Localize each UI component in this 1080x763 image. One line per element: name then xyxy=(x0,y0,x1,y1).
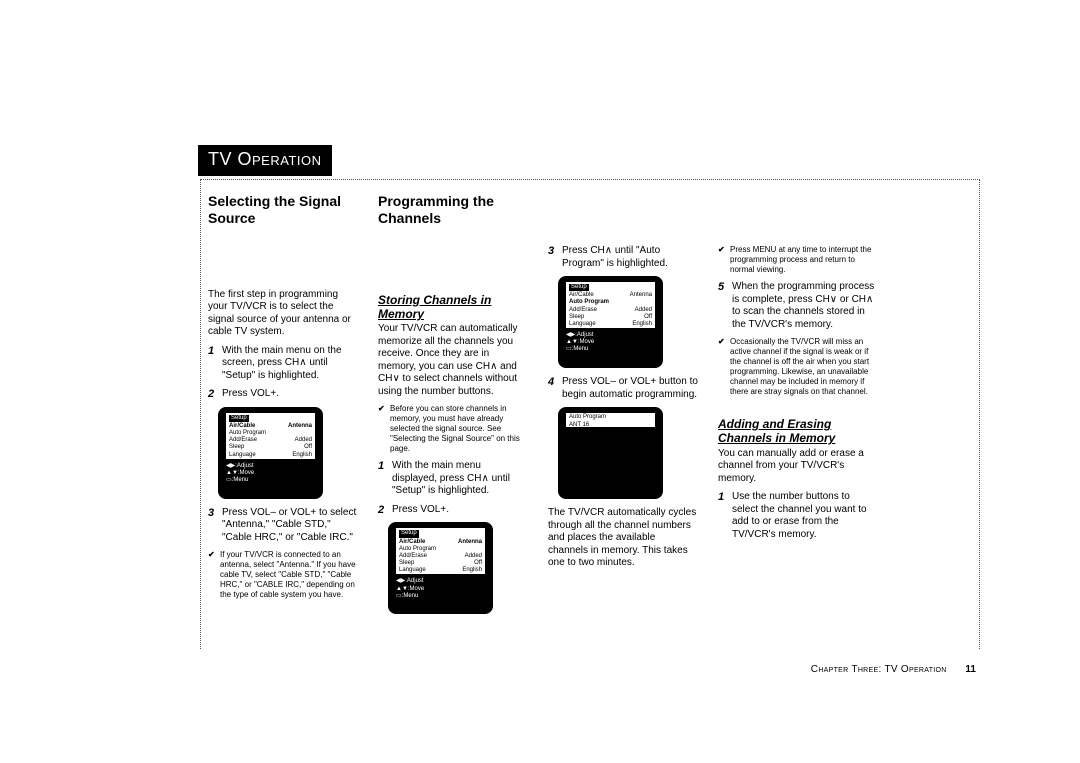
tv-screen-illustration-2: Setup Air/CableAntenna Auto Program Add/… xyxy=(388,522,493,614)
tv-menu: Setup Air/CableAntenna Auto Program Add/… xyxy=(396,528,485,574)
step-1: 1With the main menu on the screen, press… xyxy=(208,345,358,383)
tv-screen-illustration-3: Setup Air/CableAntenna Auto Program Add/… xyxy=(558,276,663,368)
tv-screen-illustration-1: Setup Air/CableAntenna Auto Program Add/… xyxy=(218,407,323,499)
page-number: 11 xyxy=(965,664,976,675)
subheading-adding-erasing: Adding and Erasing Channels in Memory xyxy=(718,417,878,446)
page-footer: Chapter Three: TV Operation 11 xyxy=(811,664,976,675)
subheading-storing: Storing Channels in Memory xyxy=(378,293,528,322)
heading-programming-channels: Programming the Channels xyxy=(378,193,528,227)
step-1: 1With the main menu displayed, press CH∧… xyxy=(378,460,528,498)
note: ✔Before you can store channels in memory… xyxy=(378,404,528,454)
dotted-rule-left xyxy=(200,179,201,649)
step-2: 2Press VOL+. xyxy=(378,504,528,517)
intro-text: You can manually add or erase a channel … xyxy=(718,448,878,486)
intro-text: The first step in programming your TV/VC… xyxy=(208,289,358,339)
tv-controls-hint: ◀▶:Adjust ▲▼:Move ▭:Menu xyxy=(566,332,655,354)
step-number: 3 xyxy=(548,245,554,259)
step-number: 4 xyxy=(548,376,554,390)
section-tab: TV Operation xyxy=(198,145,332,176)
column-3: 3Press CH∧ until "Auto Program" is highl… xyxy=(548,193,698,576)
step-3: 3Press CH∧ until "Auto Program" is highl… xyxy=(548,245,698,270)
step-number: 2 xyxy=(208,388,214,402)
step-2: 2Press VOL+. xyxy=(208,388,358,401)
dotted-rule-top xyxy=(200,179,980,180)
step-number: 5 xyxy=(718,281,724,295)
note: ✔Occasionally the TV/VCR will miss an ac… xyxy=(718,337,878,397)
tv-controls-hint: ◀▶:Adjust ▲▼:Move ▭:Menu xyxy=(396,578,485,600)
tv-menu: Setup Air/CableAntenna Auto Program Add/… xyxy=(566,282,655,328)
step-number: 3 xyxy=(208,507,214,521)
tab-title: TV Operation xyxy=(208,149,322,169)
manual-page: TV Operation Selecting the Signal Source… xyxy=(200,145,980,665)
tv-screen-illustration-4: Auto Program ANT 16 xyxy=(558,407,663,499)
step-number: 1 xyxy=(378,460,384,474)
intro-text: Your TV/VCR can automatically memorize a… xyxy=(378,323,528,398)
note: ✔Press MENU at any time to interrupt the… xyxy=(718,245,878,275)
step-1: 1Use the number buttons to select the ch… xyxy=(718,491,878,541)
step-number: 2 xyxy=(378,504,384,518)
tv-strip: Auto Program ANT 16 xyxy=(566,413,655,427)
check-icon: ✔ xyxy=(378,404,385,414)
column-2: Programming the Channels Storing Channel… xyxy=(378,193,528,622)
outro-text: The TV/VCR automatically cycles through … xyxy=(548,507,698,570)
chapter-label: Chapter Three: TV Operation xyxy=(811,664,947,675)
step-5: 5When the programming process is complet… xyxy=(718,281,878,331)
dotted-rule-right xyxy=(979,179,980,649)
heading-selecting-signal: Selecting the Signal Source xyxy=(208,193,358,227)
step-3: 3Press VOL– or VOL+ to select "Antenna,"… xyxy=(208,507,358,545)
tv-menu: Setup Air/CableAntenna Auto Program Add/… xyxy=(226,413,315,459)
step-number: 1 xyxy=(718,491,724,505)
note: ✔If your TV/VCR is connected to an anten… xyxy=(208,550,358,600)
check-icon: ✔ xyxy=(718,245,725,255)
check-icon: ✔ xyxy=(208,550,215,560)
column-4: ✔Press MENU at any time to interrupt the… xyxy=(718,193,878,547)
step-4: 4Press VOL– or VOL+ button to begin auto… xyxy=(548,376,698,401)
step-number: 1 xyxy=(208,345,214,359)
check-icon: ✔ xyxy=(718,337,725,347)
column-1: Selecting the Signal Source The first st… xyxy=(208,193,358,606)
tv-controls-hint: ◀▶:Adjust ▲▼:Move ▭:Menu xyxy=(226,463,315,485)
